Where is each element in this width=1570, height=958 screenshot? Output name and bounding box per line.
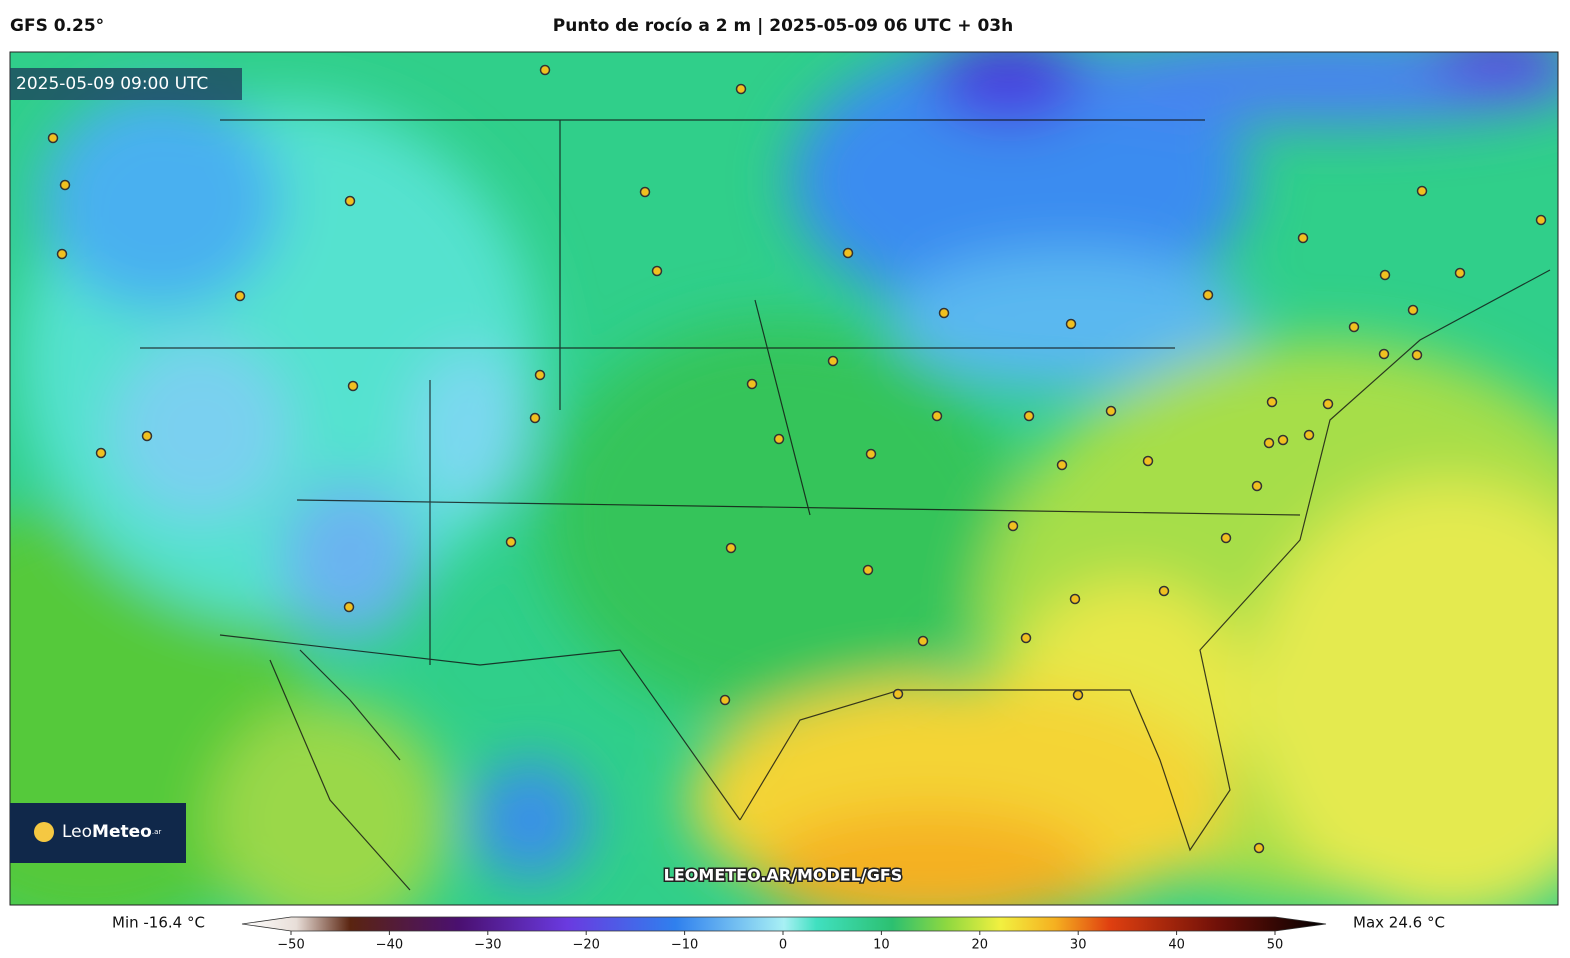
- city-marker: [746, 378, 758, 390]
- city-marker: [1407, 304, 1419, 316]
- city-marker: [1322, 398, 1334, 410]
- city-marker: [1069, 593, 1081, 605]
- city-marker: [1263, 437, 1275, 449]
- city-marker: [1416, 185, 1428, 197]
- colorbar-tick-label: −30: [474, 938, 501, 953]
- city-marker: [639, 186, 651, 198]
- city-marker: [1266, 396, 1278, 408]
- city-marker: [827, 355, 839, 367]
- city-marker: [1158, 585, 1170, 597]
- logo-light: Leo: [62, 822, 92, 842]
- city-marker: [1411, 349, 1423, 361]
- city-marker: [917, 635, 929, 647]
- city-marker: [938, 307, 950, 319]
- city-marker: [47, 132, 59, 144]
- city-marker: [344, 195, 356, 207]
- city-marker: [234, 290, 246, 302]
- logo-text: LeoMeteo.ar: [62, 822, 161, 842]
- city-marker: [505, 536, 517, 548]
- city-marker: [95, 447, 107, 459]
- city-marker: [1348, 321, 1360, 333]
- city-marker: [1105, 405, 1117, 417]
- city-marker: [892, 688, 904, 700]
- city-marker: [1202, 289, 1214, 301]
- logo-suffix: .ar: [152, 828, 162, 836]
- city-marker: [862, 564, 874, 576]
- city-marker: [1020, 632, 1032, 644]
- city-marker: [651, 265, 663, 277]
- model-label: GFS 0.25°: [10, 16, 104, 36]
- city-marker: [529, 412, 541, 424]
- city-marker: [1072, 689, 1084, 701]
- colorbar-tick-label: 50: [1267, 938, 1284, 953]
- city-marker: [59, 179, 71, 191]
- watermark: LEOMETEO.AR/MODEL/GFS: [664, 866, 903, 885]
- colorbar-tick-label: 20: [972, 938, 989, 953]
- city-marker: [343, 601, 355, 613]
- colorbar-tick-label: −20: [572, 938, 599, 953]
- city-marker: [534, 369, 546, 381]
- valid-time: 2025-05-09 09:00 UTC: [16, 74, 208, 94]
- city-marker: [1056, 459, 1068, 471]
- city-marker: [735, 83, 747, 95]
- city-marker: [1220, 532, 1232, 544]
- city-marker: [1023, 410, 1035, 422]
- city-marker: [1251, 480, 1263, 492]
- city-marker: [1454, 267, 1466, 279]
- colorbar-tick-label: −40: [376, 938, 403, 953]
- min-label: Min -16.4 °C: [112, 914, 205, 932]
- colorbar-tick-label: 40: [1168, 938, 1185, 953]
- map-title: Punto de rocío a 2 m | 2025-05-09 06 UTC…: [553, 16, 1013, 36]
- city-marker: [347, 380, 359, 392]
- city-marker: [1007, 520, 1019, 532]
- city-marker: [865, 448, 877, 460]
- map-frame: [9, 51, 1559, 906]
- city-marker: [1065, 318, 1077, 330]
- city-marker: [842, 247, 854, 259]
- city-marker: [56, 248, 68, 260]
- city-marker: [719, 694, 731, 706]
- city-marker: [1535, 214, 1547, 226]
- city-marker: [1378, 348, 1390, 360]
- logo-bold: Meteo: [92, 822, 152, 842]
- city-marker: [1142, 455, 1154, 467]
- city-marker: [1277, 434, 1289, 446]
- colorbar-tick-label: −10: [671, 938, 698, 953]
- colorbar: [241, 916, 1327, 932]
- city-marker: [1297, 232, 1309, 244]
- city-marker: [1303, 429, 1315, 441]
- city-marker: [931, 410, 943, 422]
- city-marker: [1253, 842, 1265, 854]
- colorbar-tick-label: 30: [1070, 938, 1087, 953]
- map-field: [10, 52, 1558, 905]
- city-marker: [1379, 269, 1391, 281]
- city-marker: [539, 64, 551, 76]
- city-marker: [773, 433, 785, 445]
- valid-time-box: [10, 68, 242, 100]
- colorbar-tick-label: −50: [277, 938, 304, 953]
- city-marker: [141, 430, 153, 442]
- colorbar-tick-label: 0: [779, 938, 787, 953]
- colorbar-tick-label: 10: [873, 938, 890, 953]
- logo-sun: [34, 822, 54, 842]
- city-marker: [725, 542, 737, 554]
- max-label: Max 24.6 °C: [1353, 914, 1445, 932]
